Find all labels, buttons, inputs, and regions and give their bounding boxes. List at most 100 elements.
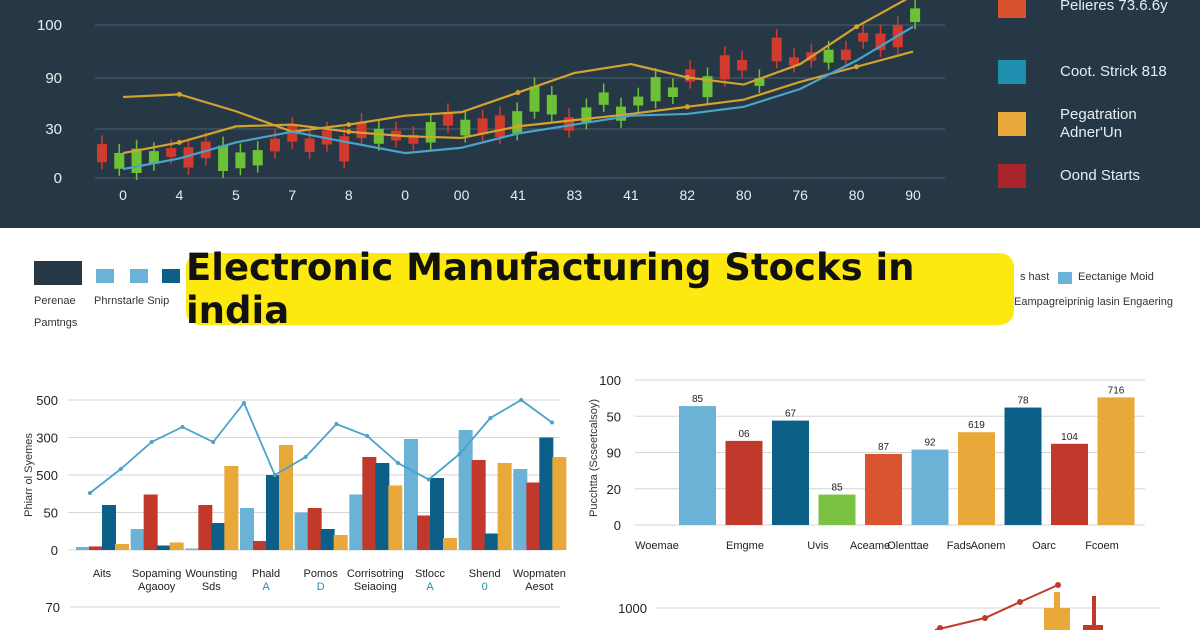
series-point bbox=[365, 434, 370, 438]
series-point bbox=[88, 491, 92, 495]
x-tick-label: Aonem bbox=[971, 540, 1006, 552]
bar bbox=[307, 508, 322, 550]
series-point bbox=[457, 452, 462, 456]
legend-item-4: Oond Starts bbox=[998, 164, 1190, 188]
bar bbox=[266, 475, 280, 550]
x-tick-label: 82 bbox=[679, 187, 695, 203]
data-label: 92 bbox=[924, 438, 936, 449]
series-point bbox=[180, 425, 185, 429]
bar bbox=[513, 469, 528, 550]
bar bbox=[497, 463, 512, 550]
y-axis-label: Pucchtta (Scseetcalsoy) bbox=[588, 399, 600, 517]
series-point bbox=[488, 416, 493, 420]
bar bbox=[404, 439, 418, 550]
x-tick-label: Shend bbox=[469, 568, 501, 580]
x-tick-label: Fcoem bbox=[1085, 540, 1119, 552]
candle-body bbox=[339, 136, 350, 162]
series-point bbox=[515, 123, 521, 129]
series-point bbox=[982, 615, 988, 621]
bar bbox=[1083, 625, 1103, 630]
x-tick-label: Olenttae bbox=[887, 540, 929, 552]
bar bbox=[772, 420, 809, 525]
bar bbox=[679, 406, 716, 525]
bar bbox=[333, 535, 348, 550]
y-tick-label: 90 bbox=[45, 70, 62, 87]
series-point bbox=[519, 398, 524, 402]
bar bbox=[320, 529, 335, 550]
bar bbox=[185, 548, 200, 550]
lower-chart-peek: 70 1000 bbox=[46, 582, 1160, 630]
candle-body bbox=[789, 57, 799, 66]
strip-swatch-light-blue bbox=[1058, 272, 1072, 284]
candle-body bbox=[512, 111, 523, 134]
candle-body bbox=[667, 87, 678, 97]
legend-label: Pegatration Adner'Un bbox=[1060, 106, 1137, 141]
y-tick-label: 500 bbox=[36, 393, 58, 408]
series-point bbox=[854, 64, 860, 70]
data-label: 85 bbox=[831, 483, 843, 494]
strip-label: s hast bbox=[1020, 271, 1050, 283]
bar bbox=[1092, 596, 1096, 626]
bar bbox=[430, 478, 444, 550]
bar bbox=[102, 505, 116, 550]
legend-swatch bbox=[998, 164, 1026, 188]
bar bbox=[443, 538, 457, 550]
bar bbox=[130, 529, 145, 550]
series-point bbox=[396, 461, 400, 465]
legend-label: Coot. Strick 818 bbox=[1060, 63, 1167, 80]
candle-body bbox=[616, 106, 626, 121]
candle-body bbox=[183, 147, 194, 168]
strip-swatch-teal bbox=[162, 269, 180, 283]
series-point bbox=[211, 440, 216, 444]
series-point bbox=[242, 401, 246, 405]
x-tick-label: 80 bbox=[736, 187, 752, 203]
candle-body bbox=[581, 107, 592, 123]
y-tick-label: 50 bbox=[44, 506, 58, 521]
bar bbox=[484, 533, 499, 550]
bar bbox=[240, 508, 254, 550]
series-point bbox=[303, 455, 308, 459]
x-tick-label: Uvis bbox=[807, 540, 829, 552]
y-tick-label: 0 bbox=[614, 518, 621, 533]
bar bbox=[198, 505, 213, 550]
top-chart-panel: 100 90 30 0 0 4 5 7 8 0 00 41 83 41 82 80 76 80 90 Peliere… bbox=[0, 0, 1200, 228]
bar bbox=[552, 457, 567, 550]
series-line bbox=[122, 25, 914, 171]
x-tick-label: 5 bbox=[232, 187, 240, 203]
series-point bbox=[346, 129, 352, 135]
x-tick-label: Woemae bbox=[635, 540, 679, 552]
x-tick-label: Oarc bbox=[1032, 540, 1056, 552]
strip-swatch-dark bbox=[34, 261, 82, 285]
candle-body bbox=[131, 148, 142, 173]
bar bbox=[526, 482, 541, 550]
bar bbox=[253, 541, 267, 550]
x-tick-label: Emgme bbox=[726, 540, 764, 552]
candle-body bbox=[270, 138, 280, 152]
series-point bbox=[118, 467, 123, 471]
bar bbox=[958, 432, 995, 525]
y-tick-label: 0 bbox=[54, 170, 62, 187]
strip-label: Phrnstarle Snip bbox=[94, 295, 170, 307]
legend-strip-left: Perenae Phrnstarle Snip Pamtngs bbox=[0, 255, 190, 335]
x-tick-label: 76 bbox=[792, 187, 808, 203]
candle-body bbox=[564, 117, 575, 131]
data-label: 06 bbox=[738, 429, 750, 440]
x-tick-label: Aits bbox=[93, 568, 112, 580]
candle-body bbox=[875, 33, 886, 51]
strip-swatch-light-blue bbox=[96, 269, 114, 283]
x-tick-label: 0 bbox=[401, 187, 409, 203]
data-label: 87 bbox=[878, 442, 890, 453]
strip-swatch-light-blue bbox=[130, 269, 148, 283]
candle-body bbox=[114, 152, 125, 169]
y-tick-label: 50 bbox=[607, 409, 621, 424]
y-tick-label: 300 bbox=[36, 431, 58, 446]
candle-body bbox=[754, 78, 765, 86]
legend-item-2: Coot. Strick 818 bbox=[998, 60, 1190, 84]
bar bbox=[156, 545, 171, 550]
candle-body bbox=[840, 49, 851, 60]
y-tick-label: 100 bbox=[599, 373, 621, 388]
y-tick-label: 100 bbox=[37, 17, 62, 34]
candle-body bbox=[719, 55, 730, 80]
x-tick-label: Aesot bbox=[525, 581, 553, 593]
